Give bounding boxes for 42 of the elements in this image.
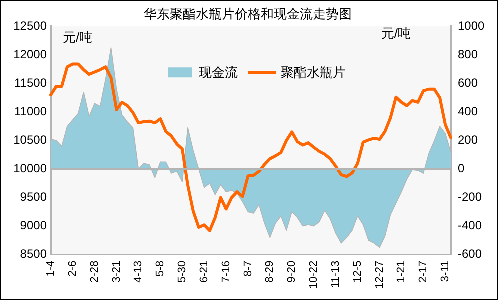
- x-tick-label: 8-7: [242, 260, 254, 277]
- x-tick-label: 12-27: [374, 260, 386, 290]
- chart-title: 华东聚酯水瓶片价格和现金流走势图: [144, 6, 352, 22]
- y2-tick-label: 600: [458, 76, 478, 90]
- y-tick-label: 12000: [14, 47, 48, 62]
- x-tick-label: 3-11: [440, 260, 452, 282]
- legend-label: 聚酯水瓶片: [281, 65, 346, 80]
- x-tick-label: 4-13: [132, 260, 145, 283]
- x-tick-label: 2-17: [418, 260, 430, 283]
- legend-label: 现金流: [199, 65, 238, 80]
- x-tick-label: 2-6: [66, 260, 79, 277]
- x-tick-label: 11-13: [330, 260, 342, 288]
- x-tick-label: 5-30: [176, 260, 189, 283]
- y2-axis-title: 元/吨: [381, 26, 411, 42]
- y-tick-label: 9000: [20, 218, 48, 233]
- x-tick-label: 1-21: [396, 260, 408, 283]
- y2-tick-label: 200: [458, 133, 478, 148]
- y2-tick-label: 0: [458, 162, 465, 176]
- y2-tick-label: -600: [458, 247, 482, 262]
- y-tick-label: 10000: [14, 162, 48, 176]
- x-tick-label: 2-28: [88, 260, 101, 283]
- x-tick-label: 8-29: [264, 260, 276, 283]
- y-axis-title: 元/吨: [63, 30, 93, 46]
- x-tick-label: 1-4: [45, 260, 58, 277]
- y2-tick-label: 1000: [458, 18, 486, 33]
- y-tick-label: 11000: [14, 104, 48, 119]
- x-tick-label: 9-20: [286, 260, 298, 283]
- x-tick-label: 5-8: [154, 260, 167, 277]
- x-tick-label: 7-16: [220, 260, 232, 283]
- y-tick-label: 9500: [20, 190, 48, 204]
- y-tick-label: 11500: [14, 76, 48, 90]
- x-tick-label: 6-21: [198, 260, 210, 283]
- y2-tick-label: 400: [458, 104, 478, 119]
- y-tick-label: 8500: [20, 247, 48, 262]
- y-tick-label: 10500: [14, 133, 48, 148]
- y2-tick-label: -200: [458, 190, 482, 204]
- x-tick-label: 10-22: [308, 260, 320, 290]
- y2-tick-label: 800: [458, 47, 478, 62]
- y-tick-label: 12500: [14, 18, 48, 33]
- x-tick-label: 12-5: [352, 260, 364, 283]
- y2-tick-label: -400: [458, 218, 482, 233]
- x-tick-label: 3-21: [110, 260, 123, 283]
